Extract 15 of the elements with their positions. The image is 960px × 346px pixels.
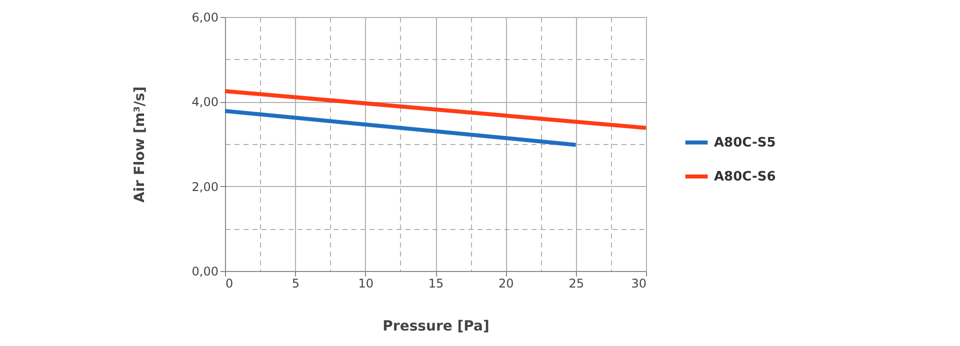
x-tick-label: 30 [631,276,646,290]
x-tick-label: 5 [292,276,300,290]
legend-label: A80C-S5 [714,136,776,150]
x-tick-label: 10 [358,276,374,290]
x-tick-label: 0 [226,276,234,290]
y-tick-label: 6,00 [192,10,218,24]
legend-label: A80C-S6 [714,170,776,184]
y-tick-label: 2,00 [192,180,218,194]
x-tick-label: 25 [568,276,584,290]
y-axis-title: Air Flow [m³/s] [132,86,148,203]
x-tick-label: 20 [498,276,514,290]
y-tick-label: 4,00 [192,95,218,110]
y-tick-label: 0,00 [192,264,218,278]
x-tick-label: 15 [428,276,444,290]
x-axis-title: Pressure [Pa] [382,318,490,334]
